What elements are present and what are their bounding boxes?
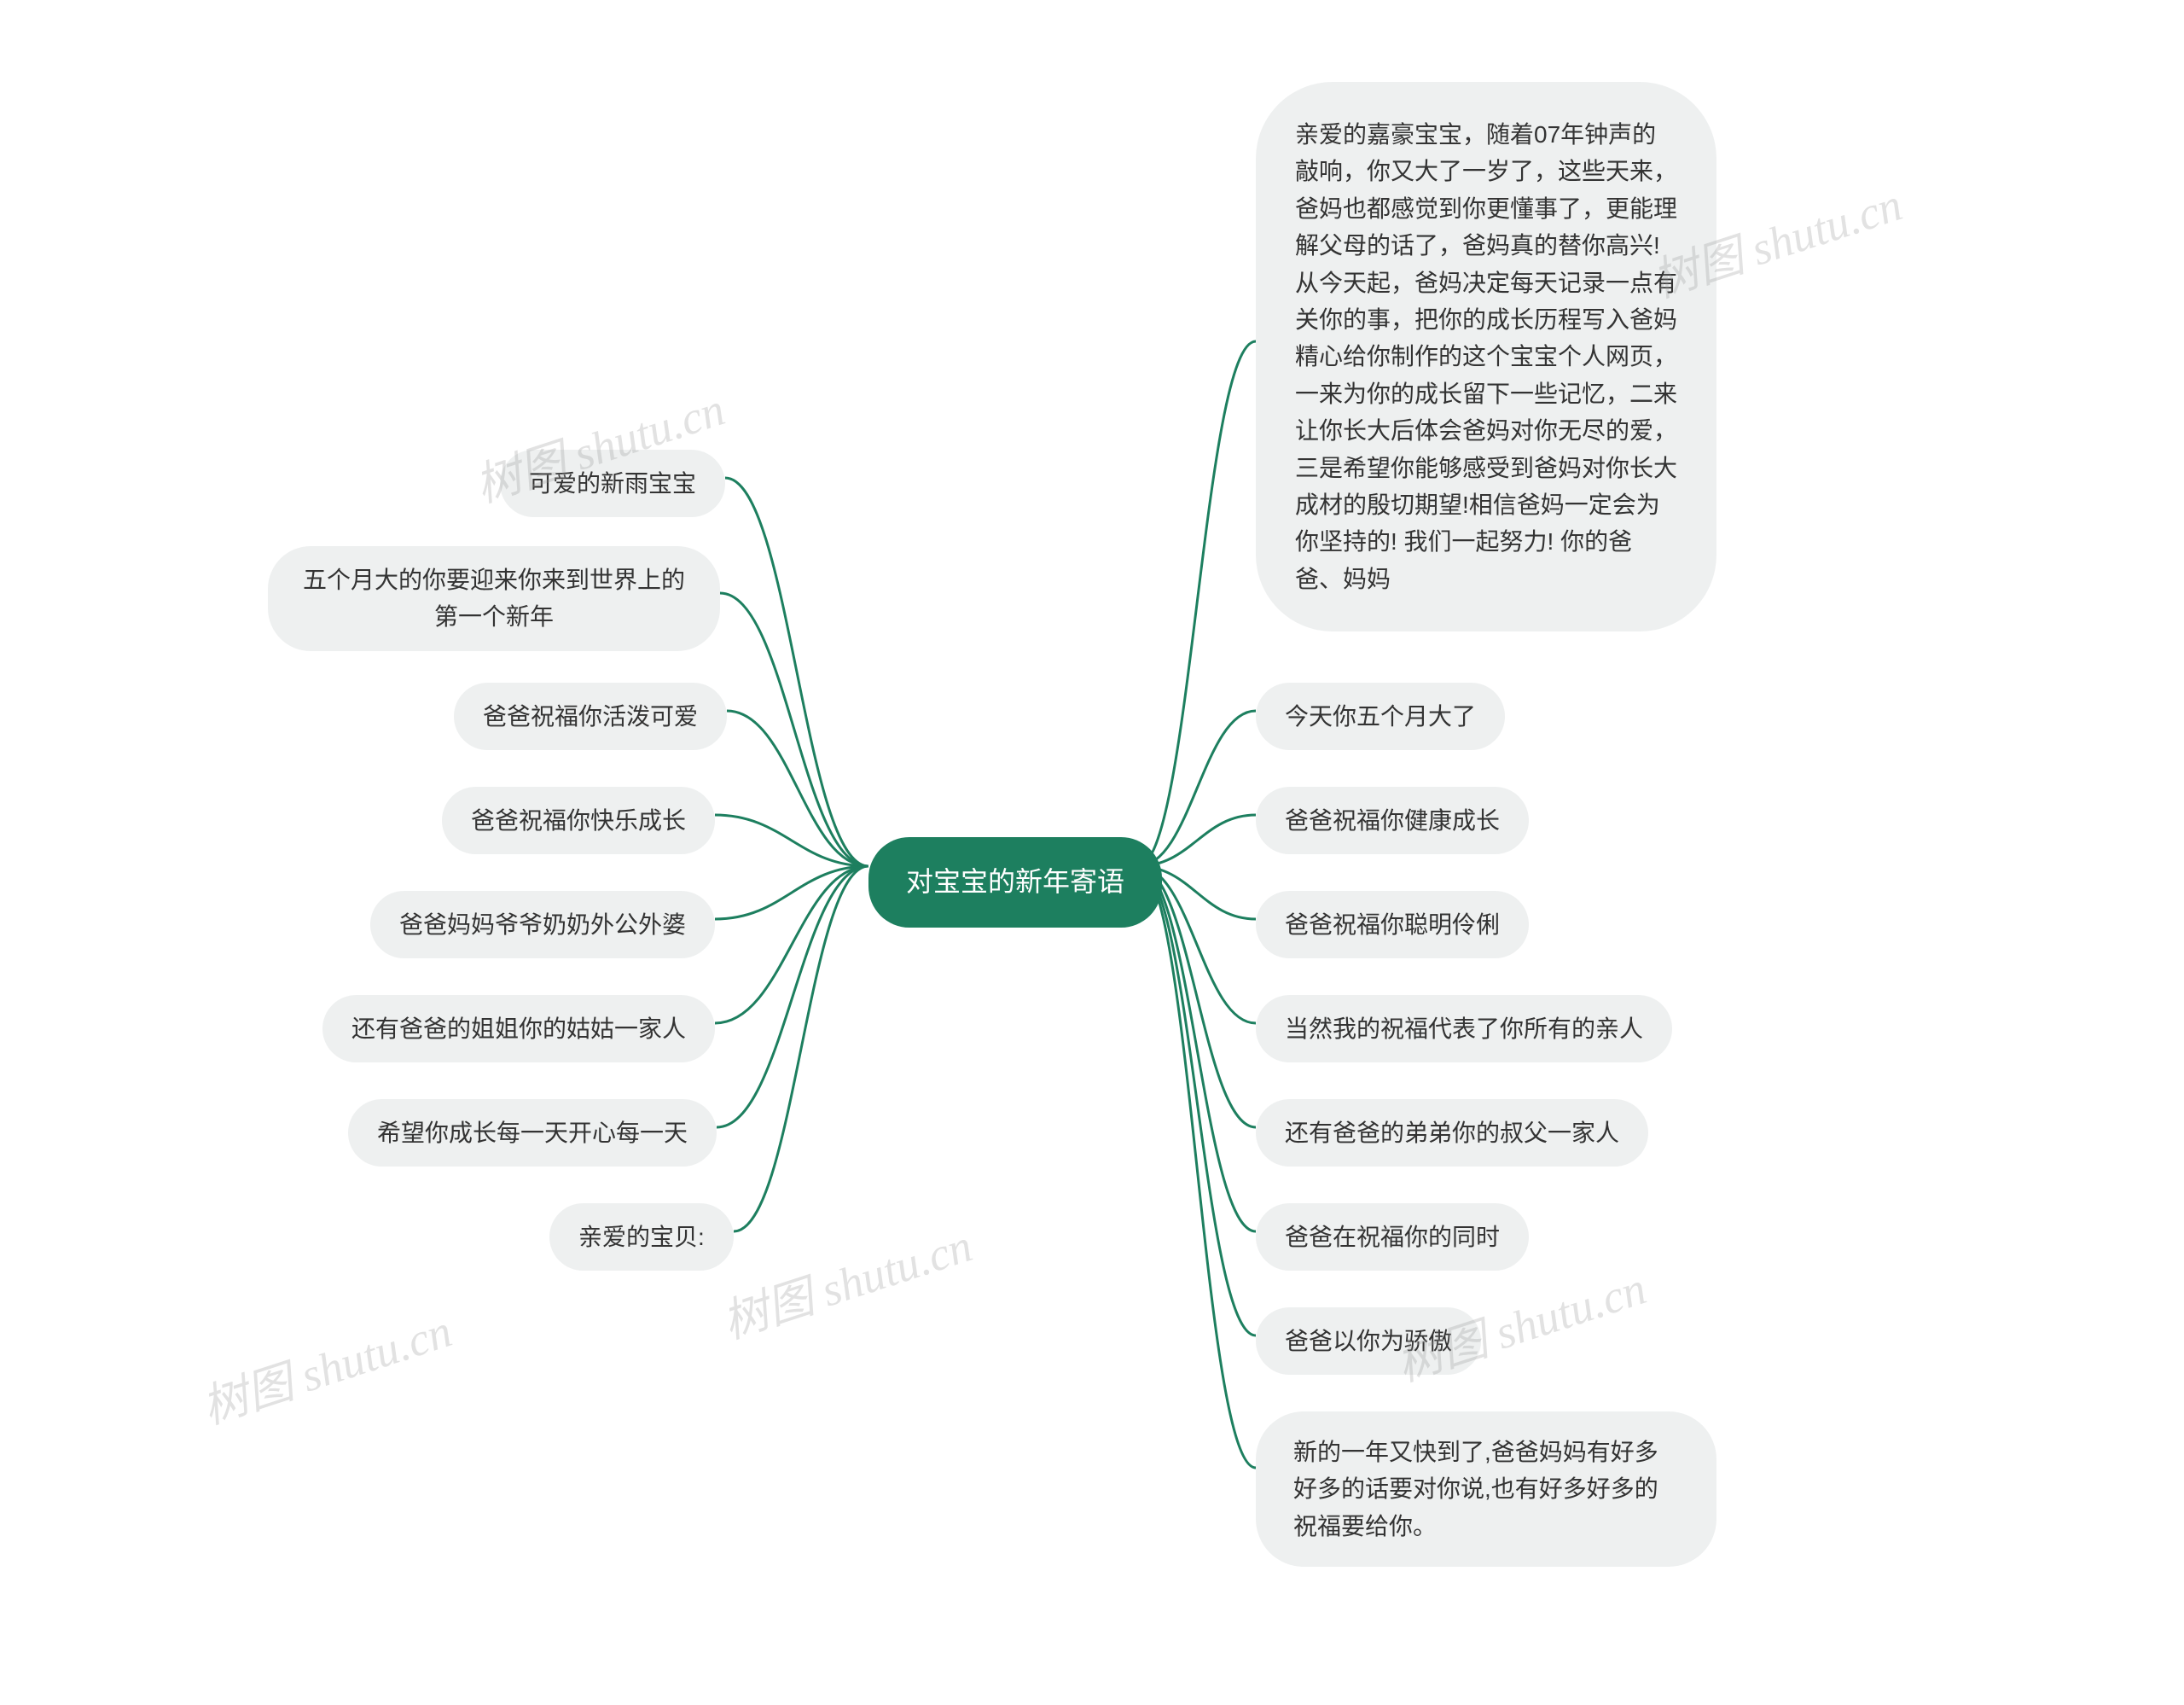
mindmap-canvas: 对宝宝的新年寄语 可爱的新雨宝宝五个月大的你要迎来你来到世界上的第一个新年爸爸祝福…: [0, 0, 2184, 1705]
center-node: 对宝宝的新年寄语: [868, 837, 1162, 928]
watermark: 树图 shutu.cn: [712, 1207, 979, 1352]
node-l5: 爸爸妈妈爷爷奶奶外公外婆: [370, 891, 715, 958]
node-l6: 还有爸爸的姐姐你的姑姑一家人: [322, 995, 715, 1062]
node-r5: 当然我的祝福代表了你所有的亲人: [1256, 995, 1672, 1062]
node-r9: 新的一年又快到了,爸爸妈妈有好多好多的话要对你说,也有好多好多的祝福要给你。: [1256, 1411, 1716, 1567]
node-l7: 希望你成长每一天开心每一天: [348, 1099, 717, 1167]
node-r4: 爸爸祝福你聪明伶俐: [1256, 891, 1529, 958]
node-l4: 爸爸祝福你快乐成长: [442, 787, 715, 854]
node-r1: 亲爱的嘉豪宝宝，随着07年钟声的敲响，你又大了一岁了，这些天来，爸妈也都感觉到你…: [1256, 82, 1716, 631]
node-l3: 爸爸祝福你活泼可爱: [454, 683, 727, 750]
watermark: 树图 shutu.cn: [192, 1293, 459, 1437]
node-l1: 可爱的新雨宝宝: [500, 450, 725, 517]
node-r7: 爸爸在祝福你的同时: [1256, 1203, 1529, 1271]
node-r6: 还有爸爸的弟弟你的叔父一家人: [1256, 1099, 1648, 1167]
node-r3: 爸爸祝福你健康成长: [1256, 787, 1529, 854]
node-l2: 五个月大的你要迎来你来到世界上的第一个新年: [268, 546, 720, 651]
node-l8: 亲爱的宝贝:: [549, 1203, 734, 1271]
node-r8: 爸爸以你为骄傲: [1256, 1307, 1481, 1375]
node-r2: 今天你五个月大了: [1256, 683, 1505, 750]
